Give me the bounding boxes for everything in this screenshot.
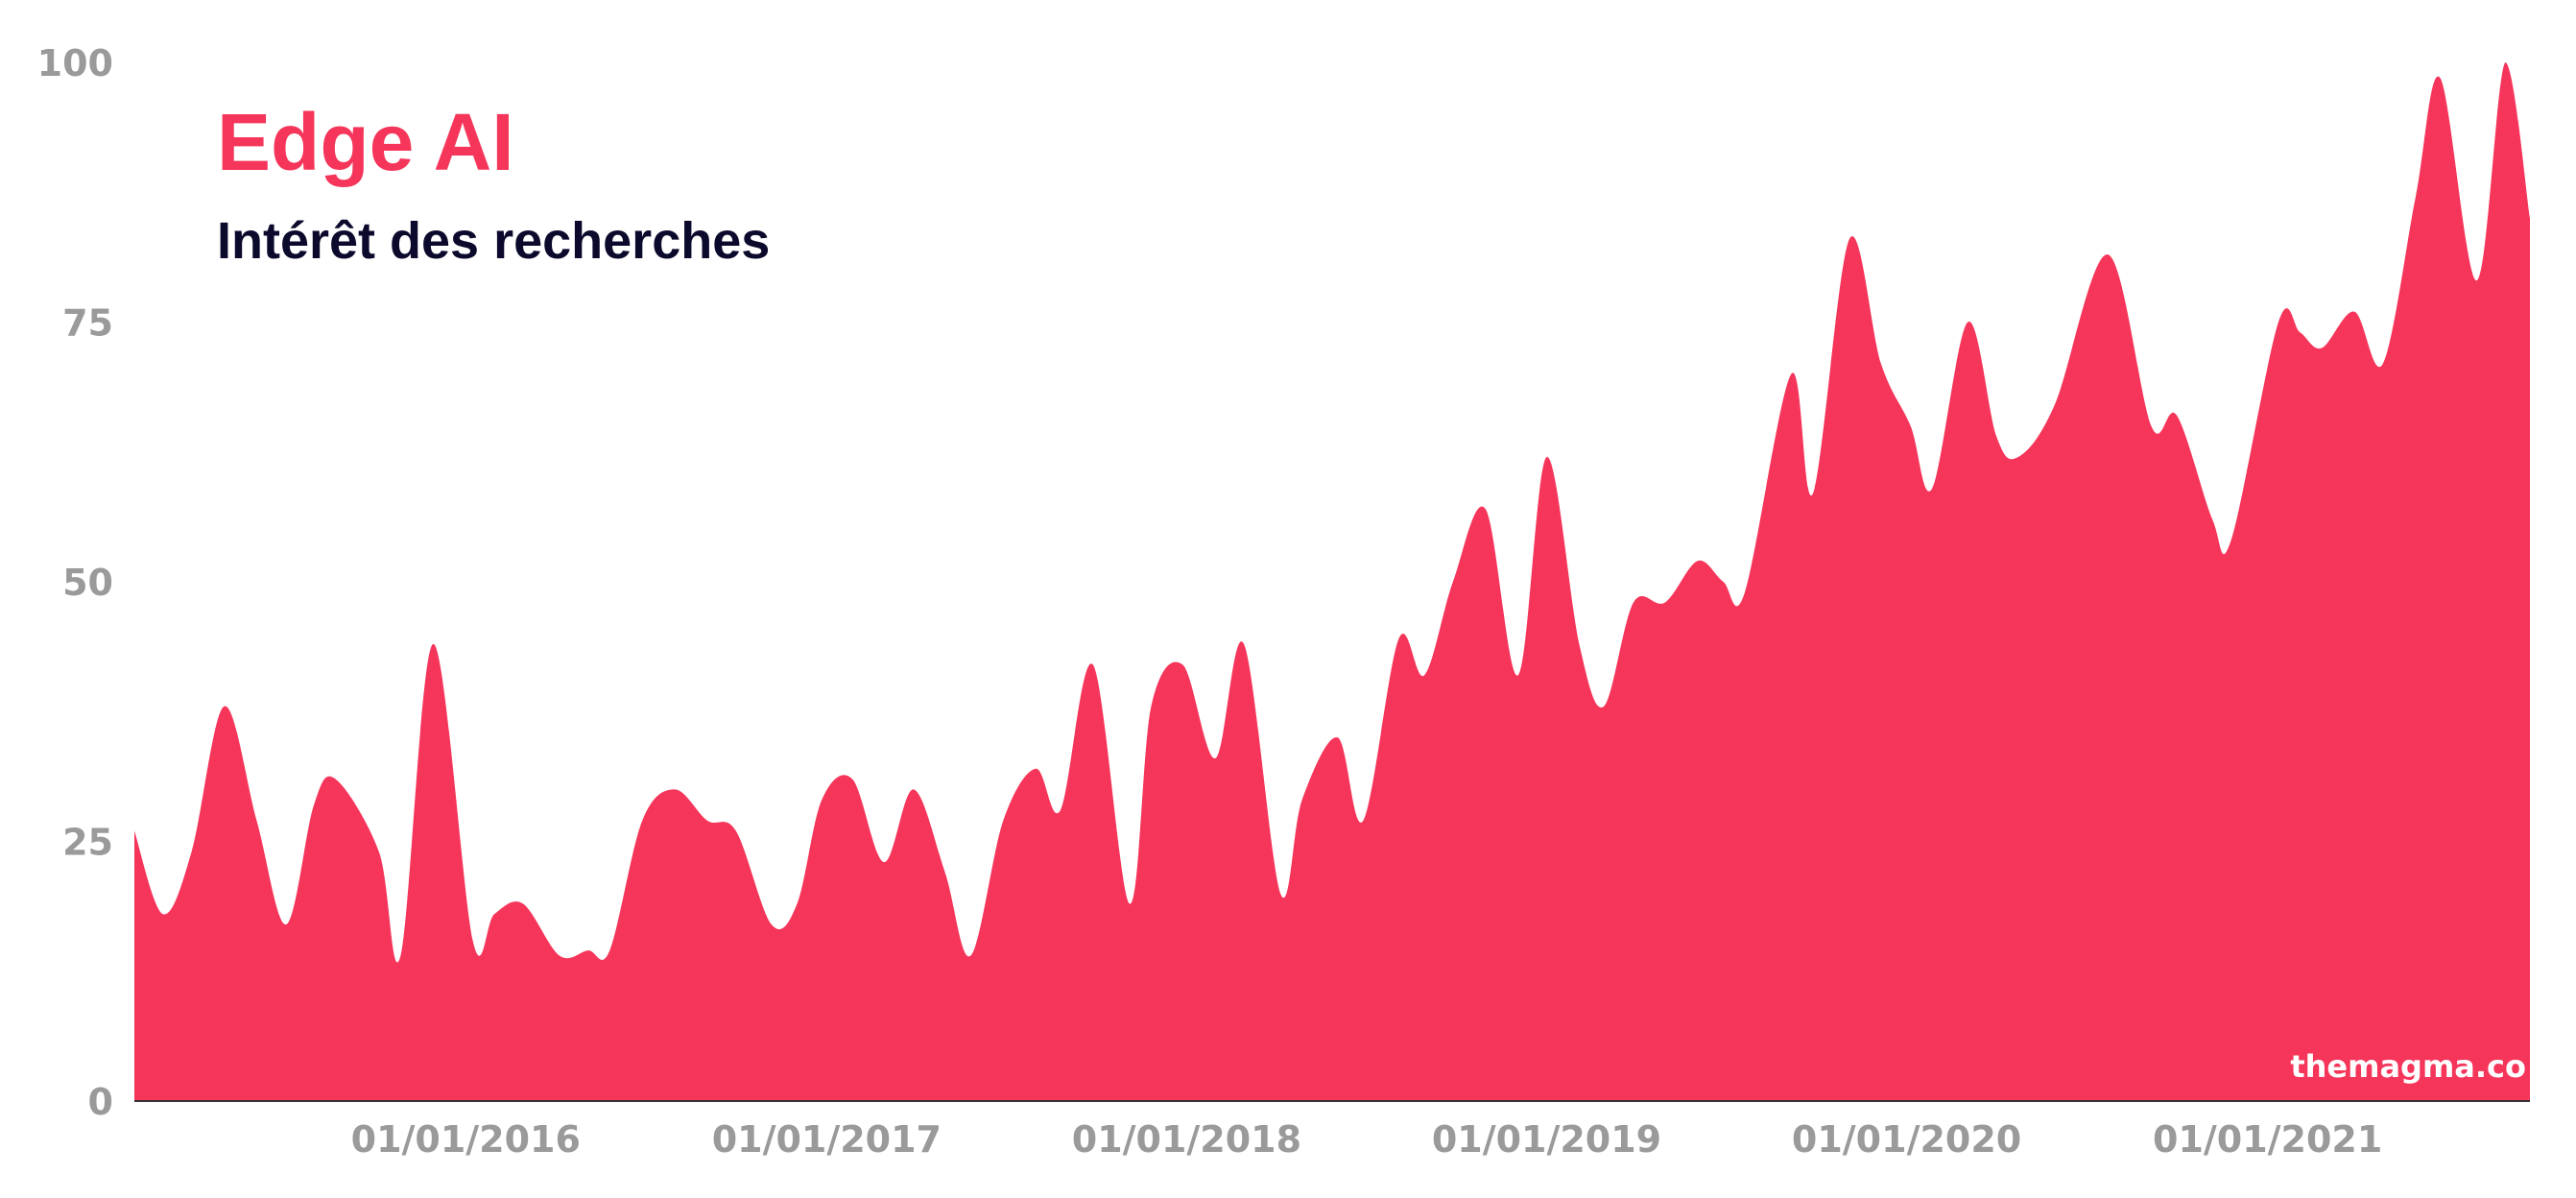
x-tick-label: 01/01/2016 (351, 1118, 581, 1161)
chart-title: Edge AI (217, 97, 514, 187)
y-tick-label: 100 (37, 42, 113, 84)
x-tick-label: 01/01/2018 (1072, 1118, 1301, 1161)
x-tick-label: 01/01/2017 (712, 1118, 942, 1161)
y-tick-label: 75 (62, 302, 113, 345)
area-series (134, 62, 2530, 1101)
x-tick-label: 01/01/2021 (2153, 1118, 2382, 1161)
chart-subtitle: Intérêt des recherches (217, 212, 771, 270)
x-tick-label: 01/01/2019 (1432, 1118, 1661, 1161)
watermark: themagma.co (2290, 1048, 2526, 1085)
x-tick-label: 01/01/2020 (1792, 1118, 2021, 1161)
y-tick-label: 50 (62, 562, 113, 604)
y-tick-label: 25 (62, 822, 113, 864)
y-tick-label: 0 (88, 1081, 113, 1123)
